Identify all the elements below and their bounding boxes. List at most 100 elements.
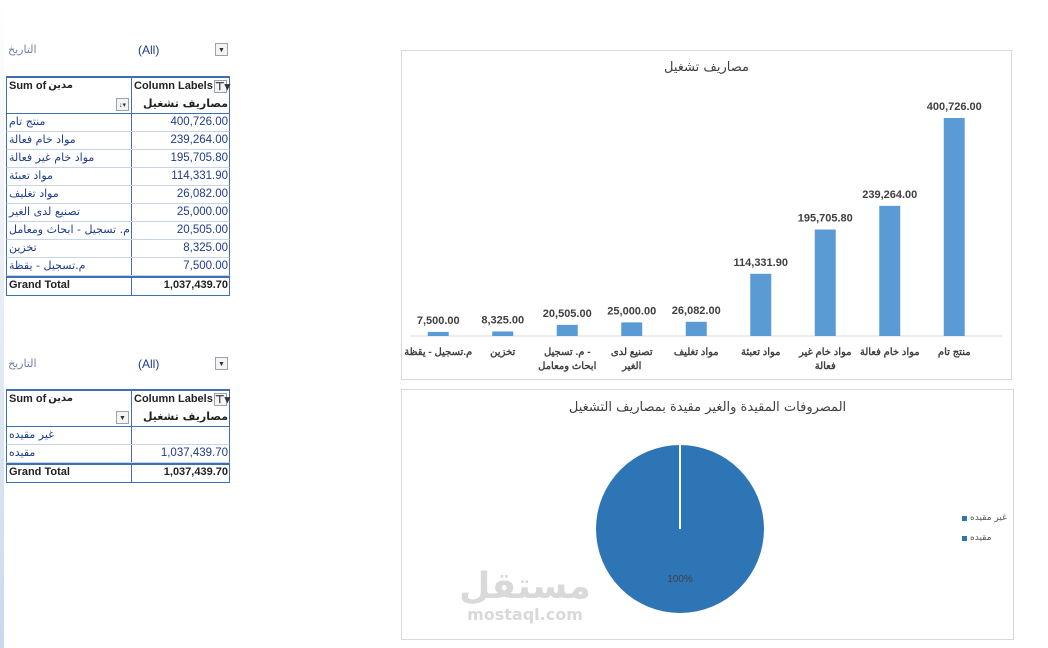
pivot1-row-value-cell: 239,264.00 [132,132,230,149]
pivot1-table-row[interactable]: م.تسجيل - يقظة 7,500.00 [6,258,230,276]
pivot1-table-row[interactable]: مواد تعبئة 114,331.90 [6,168,230,186]
x-tick-label: مواد تغليف [674,347,719,358]
bar-chart-area[interactable]: مصاريف تشغيل 7,500.00 م.تسجيل - يقظة 8,325… [401,50,1012,380]
pie-data-label: 100% [667,574,693,585]
pivot1-sum-field: مدين [48,80,73,91]
x-tick-label: تخزين [490,347,515,358]
bar-data-label: 195,705.80 [798,213,853,225]
pivot2-row-value-cell [132,427,230,444]
bar-data-label: 114,331.90 [734,257,788,269]
pivot1-table-row[interactable]: مواد تغليف 26,082.00 [6,186,230,204]
pie-chart-title: المصروفات المقيدة والغير مقيدة بمصاريف ا… [568,400,847,415]
pivot1-filter-label: التاريخ [8,43,37,56]
pivot1-row-sort-icon[interactable]: ↓▾ [116,98,129,111]
bar[interactable] [492,331,514,336]
pivot2-row-label: مقيده [9,446,36,459]
pivot1-row-value: 114,331.90 [171,170,228,182]
pivot1-grand-total-label: Grand Total [9,279,70,291]
pivot1-filter-row: التاريخ (All) ▼ [6,41,230,61]
pivot1-table-row[interactable]: م. تسجيل - ابحاث ومعامل 20,505.00 [6,222,230,240]
bar-data-label: 26,082.00 [672,305,721,317]
pivot2-grand-total-value: 1,037,439.70 [163,466,228,478]
pivot1-grand-total-value-cell: 1,037,439.70 [132,278,230,295]
pivot1-table-row[interactable]: منتج تام 400,726.00 [6,114,230,132]
pivot-table-1: Sum of مدين Column Labels ⊤▾ ↓▾ مصاريف ت… [6,76,230,296]
bar[interactable] [556,324,578,336]
bar[interactable] [750,273,772,336]
pivot1-row-value-cell: 7,500.00 [132,258,230,275]
pivot1-column-labels: Column Labels [134,80,213,92]
pivot1-sum-label: Sum of [9,80,47,92]
pivot2-grand-total-label-cell: Grand Total [7,465,132,482]
pivot2-row-value: 1,037,439.70 [160,447,228,459]
pivot1-row-label: م.تسجيل - يقظة [9,259,86,272]
bar-data-label: 8,325.00 [481,314,524,326]
pivot2-grand-total-row: Grand Total 1,037,439.70 [6,463,230,483]
pivot1-column-labels-cell: Column Labels ⊤▾ [132,78,230,96]
pivot2-header-row: Sum of مدين Column Labels ⊤▾ [6,389,230,409]
bar-chart-title: مصاريف تشغيل [664,60,749,75]
pie-legend-swatch [962,536,967,541]
window-edge [0,0,4,648]
pivot1-row-value-cell: 20,505.00 [132,222,230,239]
pivot2-row-label: غير مقيده [9,428,54,441]
pivot1-filter-dropdown-icon[interactable]: ▼ [215,43,228,56]
bar[interactable] [879,205,901,336]
pivot1-row-value-cell: 400,726.00 [132,114,230,131]
x-tick-label: مواد خام غير فعالة [798,347,852,372]
bar[interactable] [814,229,836,336]
pivot1-table-row[interactable]: مواد خام غير فعالة 195,705.80 [6,150,230,168]
pivot1-table-row[interactable]: تخزين 8,325.00 [6,240,230,258]
pivot2-row-sort-icon[interactable]: ▼ [116,411,129,424]
pivot2-row-label-cell: مقيده [7,445,132,462]
pivot1-row-label: م. تسجيل - ابحاث ومعامل [9,223,130,236]
pivot1-filter-value: (All) [138,43,160,57]
pivot2-row-label-cell: غير مقيده [7,427,132,444]
pivot1-row-label: مواد خام فعالة [9,133,76,146]
pivot2-column-labels: Column Labels [134,393,213,405]
pivot1-row-label-cell: مواد خام فعالة [7,132,132,149]
bar[interactable] [621,322,643,336]
x-tick-label: مواد خام فعالة [860,347,920,358]
pie-legend-label: مقيده [970,533,992,543]
pivot1-row-labels-cell: ↓▾ [7,96,132,113]
pivot1-row-value: 195,705.80 [170,152,228,164]
pivot2-filter-dropdown-icon[interactable]: ▼ [215,357,228,370]
bar[interactable] [685,321,707,336]
pie-chart-area[interactable]: المصروفات المقيدة والغير مقيدة بمصاريف ا… [401,389,1014,640]
pivot1-row-value: 400,726.00 [170,116,228,128]
pie-legend-label: غير مقيده [970,513,1007,523]
pivot1-row-value: 20,505.00 [176,224,228,236]
pivot1-row-value-cell: 114,331.90 [132,168,230,185]
pivot2-table-row[interactable]: غير مقيده [6,427,230,445]
bar-data-label: 20,505.00 [543,308,592,320]
pie-chart-plot: 100% [596,445,764,613]
bar[interactable] [943,118,965,336]
bar-data-label: 400,726.00 [927,101,982,113]
mostaql-watermark-logo: مستقل mostaql.com [459,566,591,624]
pivot1-row-label: تخزين [9,241,37,254]
pivot2-column-filter-icon[interactable]: ⊤▾ [214,393,231,406]
pivot1-subheader-row: ↓▾ مصاريف تشغيل [6,96,230,114]
pivot2-sum-field: مدين [48,393,73,404]
bar[interactable] [427,331,449,336]
pivot1-row-label: مواد خام غير فعالة [9,151,95,164]
x-tick-label: تصنيع لدى الغير [611,347,653,372]
x-tick-label: منتج تام [938,347,971,358]
pivot1-grand-total-label-cell: Grand Total [7,278,132,295]
pivot1-row-value-cell: 8,325.00 [132,240,230,257]
pivot2-row-labels-cell: ▼ [7,409,132,426]
pivot1-grand-total-value: 1,037,439.70 [163,279,228,291]
pivot1-table-row[interactable]: مواد خام فعالة 239,264.00 [6,132,230,150]
pie-legend-swatch [962,516,967,521]
pivot1-row-label: مواد تغليف [9,187,59,200]
pivot1-row-label: منتج تام [9,115,46,128]
pivot1-row-label-cell: مواد تعبئة [7,168,132,185]
pivot1-table-row[interactable]: تصنيع لدى الغير 25,000.00 [6,204,230,222]
pivot2-table-row[interactable]: مقيده 1,037,439.70 [6,445,230,463]
pivot2-value-header: مصاريف تشغيل [142,410,228,423]
pivot2-rows: غير مقيده مقيده 1,037,439.70 [6,427,230,463]
pivot2-grand-total-label: Grand Total [9,466,70,478]
pivot1-column-filter-icon[interactable]: ⊤▾ [214,80,231,93]
pivot1-row-value: 26,082.00 [176,188,228,200]
